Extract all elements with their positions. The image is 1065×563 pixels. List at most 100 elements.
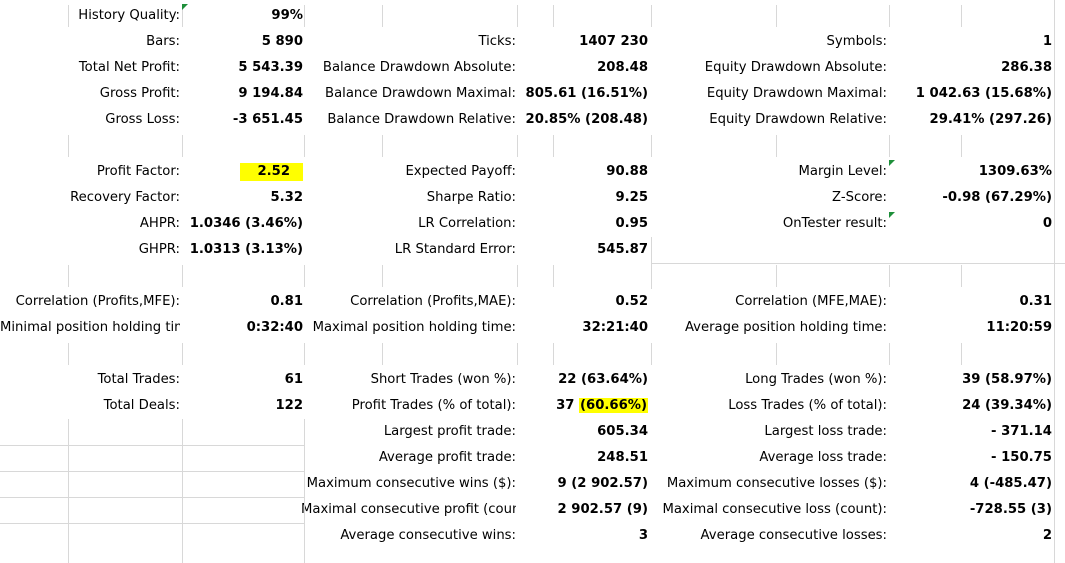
cell-label-3[interactable]: Maximum consecutive losses ($):: [666, 476, 887, 491]
cell-value-2[interactable]: 9.25: [615, 190, 648, 205]
cell-value-1[interactable]: 0.81: [270, 294, 303, 309]
cell-value-2[interactable]: 9 (2 902.57): [557, 476, 648, 491]
cell-value-3[interactable]: 29.41% (297.26): [929, 112, 1052, 127]
cell-label-1[interactable]: [0, 133, 180, 159]
cell-value-1[interactable]: 0:32:40: [246, 320, 303, 335]
cell-label-2[interactable]: Correlation (Profits,MAE):: [350, 294, 516, 309]
cell-label-1[interactable]: GHPR:: [138, 242, 180, 257]
cell-value-2[interactable]: 208.48: [597, 60, 648, 75]
cell-label-1[interactable]: Profit Factor:: [96, 164, 180, 179]
cell-label-1[interactable]: Recovery Factor:: [70, 190, 180, 205]
cell-value-2[interactable]: [523, 341, 648, 367]
cell-label-1[interactable]: Total Deals:: [103, 398, 180, 413]
cell-value-3[interactable]: [892, 133, 1052, 159]
cell-value-1[interactable]: 5 890: [261, 34, 303, 49]
cell-label-2[interactable]: Sharpe Ratio:: [426, 190, 516, 205]
cell-value-2[interactable]: [523, 3, 648, 29]
cell-value-1[interactable]: 1.0313 (3.13%): [189, 242, 303, 257]
cell-value-1[interactable]: 122: [275, 398, 303, 413]
cell-label-3[interactable]: [657, 133, 887, 159]
cell-value-1[interactable]: 1.0346 (3.46%): [189, 216, 303, 231]
cell-label-2[interactable]: Profit Trades (% of total):: [351, 398, 516, 413]
cell-label-2[interactable]: LR Correlation:: [418, 216, 516, 231]
cell-label-2[interactable]: Maximal position holding time:: [312, 320, 516, 335]
cell-value-2[interactable]: 605.34: [597, 424, 648, 439]
cell-label-2[interactable]: Expected Payoff:: [405, 164, 516, 179]
cell-label-3[interactable]: Average consecutive losses:: [700, 528, 887, 543]
cell-value-2[interactable]: 0.52: [615, 294, 648, 309]
cell-value-1[interactable]: [188, 133, 303, 159]
cell-label-3[interactable]: Loss Trades (% of total):: [728, 398, 887, 413]
cell-value-2[interactable]: 20.85% (208.48): [525, 112, 648, 127]
cell-value-2[interactable]: [523, 263, 648, 289]
cell-label-2[interactable]: Average consecutive wins:: [340, 528, 516, 543]
cell-label-2[interactable]: Ticks:: [478, 34, 516, 49]
cell-value-2[interactable]: 3: [638, 528, 648, 543]
cell-value-1[interactable]: [188, 419, 303, 445]
cell-value-3[interactable]: 0: [1042, 216, 1052, 231]
cell-label-1[interactable]: [0, 445, 180, 471]
cell-value-3[interactable]: -0.98 (67.29%): [942, 190, 1052, 205]
cell-label-3[interactable]: [657, 3, 887, 29]
cell-value-3[interactable]: - 150.75: [991, 450, 1052, 465]
cell-value-1[interactable]: 5 543.39: [238, 60, 303, 75]
cell-value-2[interactable]: 22 (63.64%): [558, 372, 648, 387]
cell-label-3[interactable]: [657, 263, 887, 289]
cell-label-3[interactable]: Z-Score:: [832, 190, 887, 205]
cell-label-2[interactable]: [301, 263, 516, 289]
cell-value-3[interactable]: 0.31: [1019, 294, 1052, 309]
cell-label-3[interactable]: Correlation (MFE,MAE):: [735, 294, 887, 309]
cell-value-2[interactable]: 37 (60.66%): [523, 393, 648, 419]
cell-label-3[interactable]: Equity Drawdown Absolute:: [704, 60, 887, 75]
cell-value-3[interactable]: 2: [1042, 528, 1052, 543]
cell-value-2[interactable]: 248.51: [597, 450, 648, 465]
cell-label-1[interactable]: Gross Loss:: [105, 112, 180, 127]
cell-value-3[interactable]: 4 (-485.47): [969, 476, 1052, 491]
cell-label-3[interactable]: Largest loss trade:: [764, 424, 887, 439]
comment-indicator-icon[interactable]: [889, 212, 895, 218]
cell-label-1[interactable]: [0, 341, 180, 367]
cell-label-3[interactable]: [657, 341, 887, 367]
cell-label-1[interactable]: AHPR:: [139, 216, 180, 231]
cell-value-3[interactable]: [892, 237, 1052, 263]
cell-value-3[interactable]: [892, 341, 1052, 367]
cell-label-1[interactable]: [0, 419, 180, 445]
cell-value-1[interactable]: 9 194.84: [238, 86, 303, 101]
cell-label-1[interactable]: Bars:: [146, 34, 180, 49]
cell-label-1[interactable]: Total Trades:: [97, 372, 180, 387]
cell-label-2[interactable]: Balance Drawdown Maximal:: [325, 86, 516, 101]
cell-value-3[interactable]: 1309.63%: [978, 164, 1052, 179]
cell-value-1[interactable]: 99%: [271, 8, 303, 23]
cell-label-1[interactable]: [0, 497, 180, 523]
cell-label-3[interactable]: Margin Level:: [798, 164, 888, 179]
cell-value-2[interactable]: 545.87: [597, 242, 648, 257]
cell-value-2[interactable]: 32:21:40: [582, 320, 648, 335]
cell-value-3[interactable]: 11:20:59: [986, 320, 1052, 335]
cell-label-2[interactable]: Maximal consecutive profit (count):: [301, 502, 516, 517]
cell-label-2[interactable]: LR Standard Error:: [394, 242, 516, 257]
cell-value-2[interactable]: [523, 133, 648, 159]
cell-value-1[interactable]: [188, 471, 303, 497]
cell-value-3[interactable]: [892, 263, 1052, 289]
cell-label-3[interactable]: Symbols:: [826, 34, 887, 49]
comment-indicator-icon[interactable]: [182, 4, 188, 10]
cell-value-1[interactable]: [188, 263, 303, 289]
cell-label-3[interactable]: Average loss trade:: [759, 450, 887, 465]
cell-value-1[interactable]: [188, 523, 303, 549]
cell-value-1[interactable]: [188, 445, 303, 471]
cell-label-1[interactable]: Total Net Profit:: [78, 60, 180, 75]
cell-label-3[interactable]: Long Trades (won %):: [745, 372, 887, 387]
cell-label-1[interactable]: History Quality:: [78, 8, 180, 23]
cell-label-2[interactable]: [301, 341, 516, 367]
cell-value-2[interactable]: 805.61 (16.51%): [525, 86, 648, 101]
cell-label-1[interactable]: [0, 471, 180, 497]
cell-label-3[interactable]: [657, 237, 887, 263]
cell-value-2[interactable]: 90.88: [606, 164, 648, 179]
cell-label-3[interactable]: Maximal consecutive loss (count):: [662, 502, 887, 517]
cell-label-3[interactable]: OnTester result:: [782, 216, 887, 231]
cell-value-3[interactable]: 1: [1042, 34, 1052, 49]
cell-label-2[interactable]: Balance Drawdown Absolute:: [322, 60, 516, 75]
cell-label-2[interactable]: [301, 133, 516, 159]
cell-value-2[interactable]: 2 902.57 (9): [557, 502, 648, 517]
cell-label-3[interactable]: Equity Drawdown Maximal:: [706, 86, 887, 101]
